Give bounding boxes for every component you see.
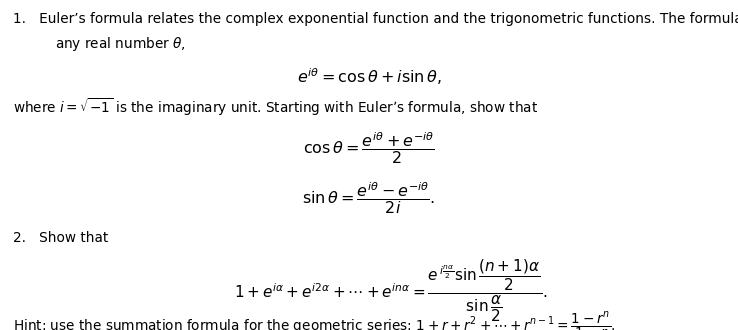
- Text: where $i = \sqrt{-1}$ is the imaginary unit. Starting with Euler’s formula, show: where $i = \sqrt{-1}$ is the imaginary u…: [13, 96, 539, 117]
- Text: 1.   Euler’s formula relates the complex exponential function and the trigonomet: 1. Euler’s formula relates the complex e…: [13, 12, 738, 25]
- Text: $1 + e^{i\alpha} + e^{i2\alpha} + \cdots + e^{in\alpha} = \dfrac{e^{\,i\frac{n\a: $1 + e^{i\alpha} + e^{i2\alpha} + \cdots…: [235, 257, 548, 324]
- Text: any real number $\theta$,: any real number $\theta$,: [55, 35, 186, 53]
- Text: $\cos\theta = \dfrac{e^{i\theta} + e^{-i\theta}}{2}$: $\cos\theta = \dfrac{e^{i\theta} + e^{-i…: [303, 130, 435, 166]
- Text: 2.   Show that: 2. Show that: [13, 231, 108, 245]
- Text: Hint: use the summation formula for the geometric series: $1 + r + r^2 + \cdots : Hint: use the summation formula for the …: [13, 311, 616, 330]
- Text: $\sin\theta = \dfrac{e^{i\theta} - e^{-i\theta}}{2i}.$: $\sin\theta = \dfrac{e^{i\theta} - e^{-i…: [303, 180, 435, 215]
- Text: $e^{i\theta} = \cos\theta + i\sin\theta,$: $e^{i\theta} = \cos\theta + i\sin\theta,…: [297, 66, 441, 87]
